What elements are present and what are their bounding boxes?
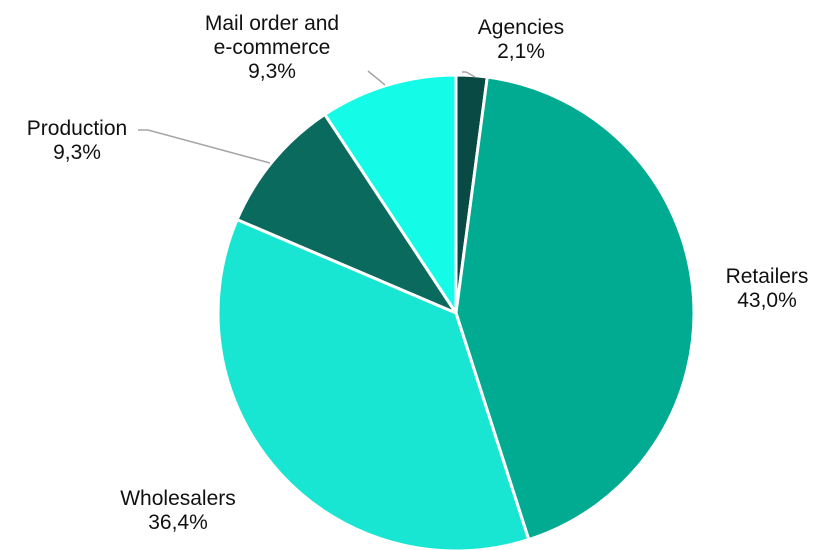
slice-value-agencies: 2,1% (497, 40, 545, 63)
slice-name-production: Production (27, 117, 127, 140)
slice-label-mail-order-and: Mail order and e-commerce 9,3% (205, 12, 339, 83)
pie-slice-production (235, 112, 458, 315)
leader-line-mail-order-and (367, 70, 386, 86)
slice-labels: Agencies 2,1% Retailers 43,0% Wholesalers 36,… (27, 12, 809, 534)
slice-label-agencies: Agencies 2,1% (478, 16, 564, 63)
slice-name-retailers: Retailers (726, 265, 809, 288)
slice-name-agencies: Agencies (478, 16, 564, 39)
slice-name-mail-order-and: Mail order and (205, 12, 339, 35)
slice-value-production: 9,3% (53, 141, 101, 164)
pie-slice-retailers (454, 75, 696, 542)
slice-label-retailers: Retailers 43,0% (726, 265, 809, 312)
leader-line-agencies (462, 71, 476, 78)
slice-label-wholesalers: Wholesalers 36,4% (120, 487, 236, 534)
pie-slice-wholesalers (216, 218, 531, 550)
slice-name-wholesalers: Wholesalers (120, 487, 236, 510)
slice-value-wholesalers: 36,4% (148, 511, 208, 534)
pie-slices (216, 73, 696, 550)
slice-label-production: Production 9,3% (27, 117, 127, 164)
slice-value-retailers: 43,0% (737, 289, 797, 312)
leader-lines (138, 70, 476, 164)
slice-value-mail-order-and: 9,3% (248, 60, 296, 83)
pie-slice-mail-order-and (323, 73, 458, 315)
leader-line-production (138, 129, 271, 164)
slice-name-mail-order-and: e-commerce (214, 36, 331, 59)
